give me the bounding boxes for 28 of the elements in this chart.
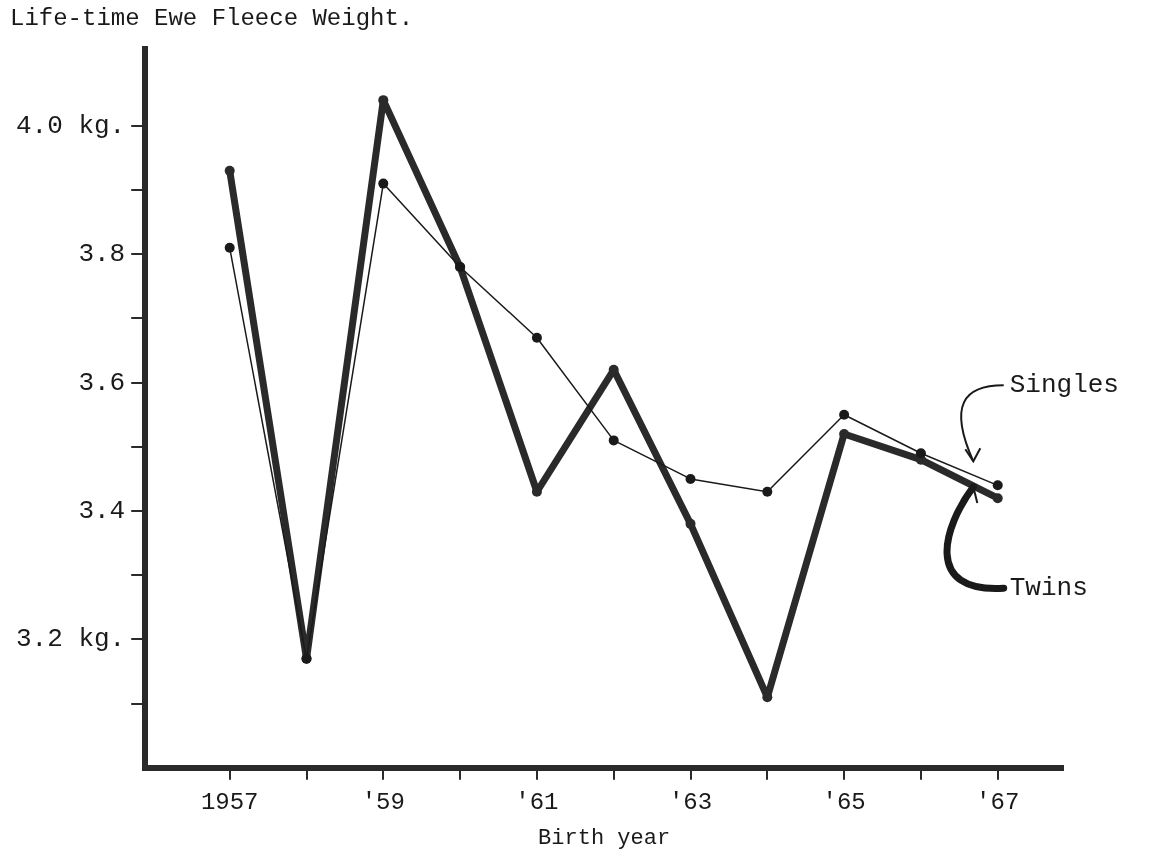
y-tick-label: 3.2 kg.	[16, 624, 126, 655]
point	[224, 242, 235, 253]
point	[915, 448, 926, 459]
x-tick-label: '59	[361, 788, 405, 816]
y-tick-label: 3.6	[78, 367, 126, 398]
x-axis-title: Birth year	[538, 825, 671, 851]
point	[762, 486, 773, 497]
point	[685, 473, 696, 484]
y-tick-label: 4.0 kg.	[16, 110, 126, 141]
point	[378, 178, 389, 189]
x-tick-label: '65	[822, 788, 866, 816]
point	[992, 480, 1003, 491]
point	[608, 435, 619, 446]
point	[992, 493, 1003, 504]
point	[224, 165, 235, 176]
x-tick-label: '67	[976, 788, 1020, 816]
chart-title: Life-time Ewe Fleece Weight.	[10, 4, 414, 32]
text: Twins	[1009, 573, 1088, 604]
point	[839, 428, 850, 439]
x-tick-label: '61	[515, 788, 559, 816]
x-tick-label: '63	[668, 788, 713, 816]
point	[531, 332, 542, 343]
text: Singles	[1009, 370, 1119, 401]
point	[685, 518, 696, 529]
point	[839, 409, 850, 420]
y-tick-label: 3.4	[78, 495, 126, 526]
y-tick-label: 3.8	[78, 239, 126, 270]
x-tick-label: 1957	[200, 788, 259, 816]
